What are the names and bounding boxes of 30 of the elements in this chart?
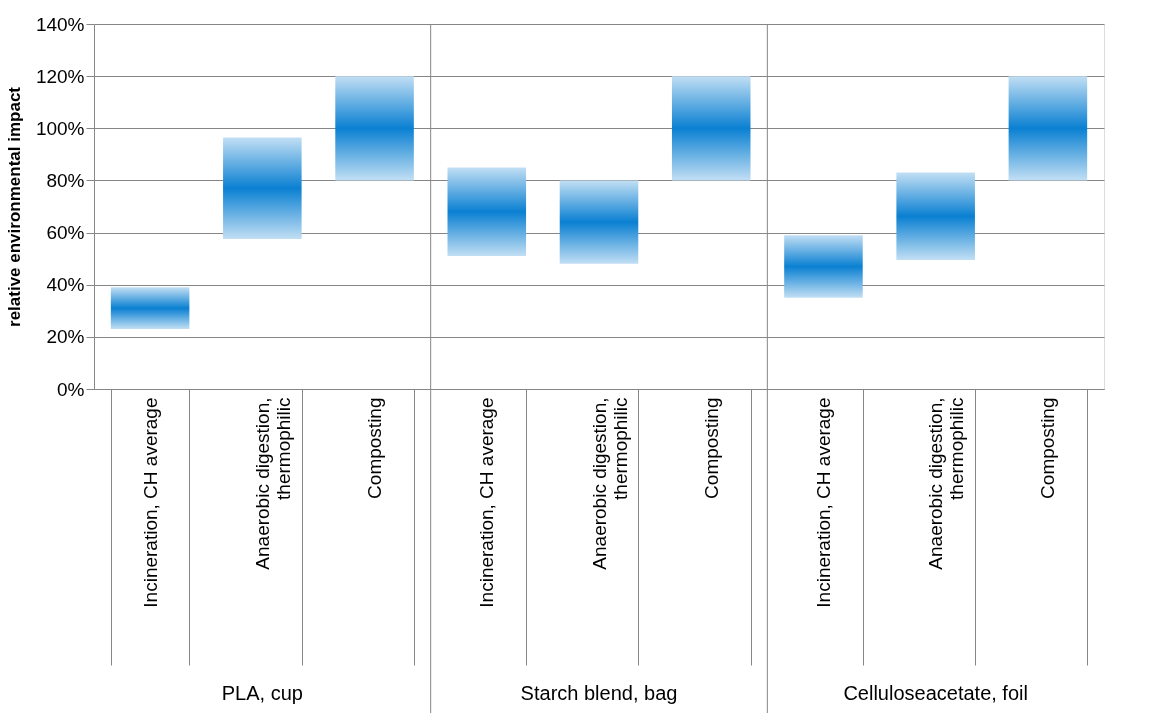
y-tick-label: 20%	[46, 326, 85, 348]
y-tick-label: 120%	[35, 65, 85, 87]
text: PLA, cup	[221, 682, 303, 704]
x-tick-label: Incineration, CH average	[139, 397, 161, 608]
x-tick-label: Anaerobic digestion, thermophilic	[588, 397, 631, 570]
bar	[335, 76, 414, 181]
x-tick-label: Composting	[1037, 397, 1059, 499]
x-tick-label: Anaerobic digestion, thermophilic	[925, 397, 968, 570]
x-tick-label: Anaerobic digestion, thermophilic	[251, 397, 294, 570]
x-tick-label: Incineration, CH average	[476, 397, 498, 608]
x-tick-label: Composting	[364, 397, 386, 499]
text: Celluloseacetate, foil	[843, 682, 1028, 704]
y-axis-title: relative environmental impact	[4, 86, 24, 327]
y-tick-label: 0%	[57, 378, 85, 400]
bar	[671, 76, 751, 181]
y-tick-label: 140%	[35, 13, 85, 35]
bar	[896, 172, 975, 260]
y-tick-label: 40%	[46, 274, 85, 296]
y-tick-label: 80%	[46, 169, 85, 191]
bar	[447, 167, 527, 257]
bar	[559, 180, 639, 264]
y-tick-label: 100%	[35, 117, 85, 139]
bar	[784, 235, 863, 298]
bar	[223, 137, 302, 240]
y-tick-label: 60%	[46, 222, 85, 244]
text: Starch blend, bag	[520, 682, 678, 704]
x-tick-label: Incineration, CH average	[812, 397, 834, 608]
bar	[1008, 76, 1088, 181]
x-tick-label: Composting	[700, 397, 722, 499]
bar	[110, 287, 190, 330]
